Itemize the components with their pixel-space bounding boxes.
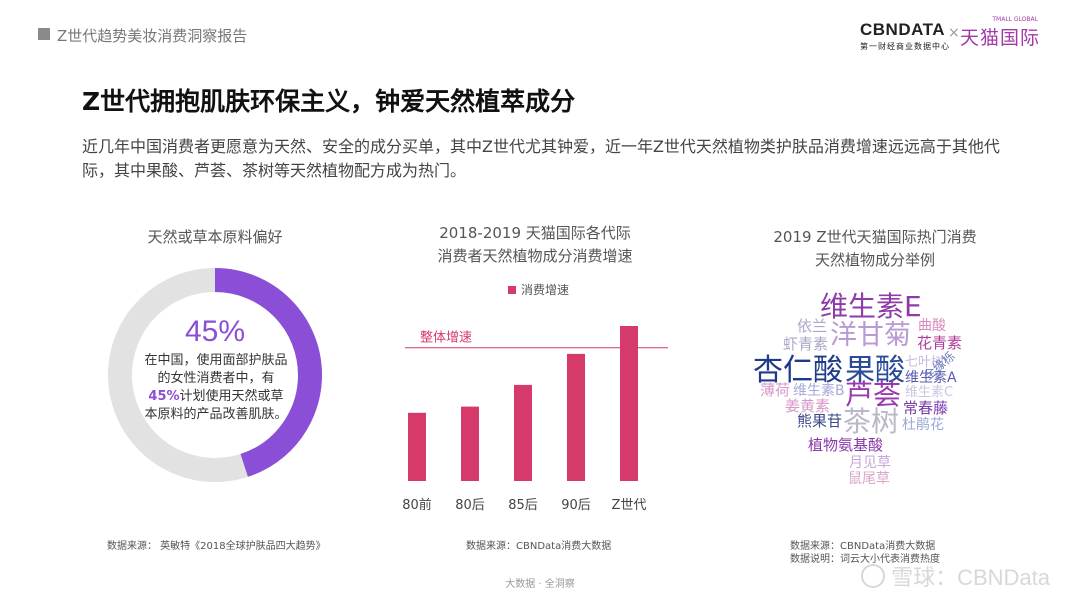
panel2-title: 2018-2019 天猫国际各代际 消费者天然植物成分消费增速 <box>390 222 680 268</box>
panel3-title-line1: 2019 Z世代天猫国际热门消费 <box>773 228 977 246</box>
snowball-icon <box>861 564 886 588</box>
reference-line-label: 整体增速 <box>420 331 472 346</box>
panel2-title-line1: 2018-2019 天猫国际各代际 <box>439 224 631 242</box>
x-tick-label: Z世代 <box>612 498 647 513</box>
word-cloud-word: 常春藤 <box>903 399 949 417</box>
panel2-source: 数据来源：CBNData消费大数据 <box>466 541 612 552</box>
panel2-title-line2: 消费者天然植物成分消费增速 <box>437 247 633 265</box>
word-cloud-word: 维生素E <box>820 290 922 323</box>
x-tick-label: 80前 <box>402 497 432 513</box>
word-cloud-word: 曲酸 <box>918 318 946 334</box>
intro-paragraph: 近几年中国消费者更愿意为天然、安全的成分买单，其中Z世代尤其钟爱，近一年Z世代天… <box>82 137 1000 180</box>
word-cloud-word: 依兰 <box>797 317 828 335</box>
panel1-title: 天然或草本原料偏好 <box>147 228 283 246</box>
bar <box>461 406 479 481</box>
word-cloud-word: 维生素B <box>793 383 845 399</box>
donut-percentage: 45% <box>184 315 246 348</box>
word-cloud-word: 姜黄素 <box>785 397 831 415</box>
cbndata-logo: CBNDATA <box>860 20 946 39</box>
word-cloud-word: 茶树 <box>843 405 900 438</box>
bar <box>620 326 638 481</box>
donut-arc-natural <box>108 268 322 482</box>
panel3-source-line1: 数据来源：CBNData消费大数据 <box>790 541 936 552</box>
header-marker <box>38 28 50 40</box>
word-cloud-word: 七叶树 <box>905 355 945 370</box>
donut-description-highlight: 45% <box>148 389 180 404</box>
watermark: 雪球：CBNData <box>861 560 1050 592</box>
panel3-source-line2: 数据说明：词云大小代表消费热度 <box>790 554 940 565</box>
bar <box>408 412 426 481</box>
legend-label: 消费增速 <box>521 283 569 297</box>
donut-description-c: 计划使用天然或草本原料的产品改善肌肤。 <box>144 389 288 422</box>
word-cloud-word: 维生素C <box>905 385 954 400</box>
donut-description-a: 在中国，使用面部护肤品的女性消费者中，有 <box>144 353 288 386</box>
growth-bar-chart: 消费增速 80前 80后 85后 90后 Z世代 整体增速 <box>402 283 668 513</box>
word-cloud-word: 杏仁酸 <box>753 353 843 388</box>
bar <box>514 384 532 481</box>
word-cloud-word: 杜鹃花 <box>902 417 944 433</box>
page-title: Z世代拥抱肌肤环保主义，钟爱天然植萃成分 <box>82 87 576 116</box>
word-cloud-word: 植物氨基酸 <box>808 436 884 454</box>
tmall-global-logo-en: TMALL GLOBAL <box>992 16 1038 23</box>
x-tick-label: 80后 <box>455 498 485 513</box>
word-cloud-word: 芦荟 <box>845 378 902 411</box>
word-cloud-word: 维生素A <box>905 370 957 386</box>
cbndata-logo-subtitle: 第一财经商业数据中心 <box>860 42 950 51</box>
x-tick-label: 90后 <box>561 498 591 513</box>
tmall-global-logo: 天猫国际 <box>960 27 1041 49</box>
panel3-source: 数据来源：CBNData消费大数据 数据说明：词云大小代表消费热度 <box>790 540 940 566</box>
legend-swatch <box>508 286 516 294</box>
word-cloud-word: 月见草 <box>849 455 891 471</box>
report-title: Z世代趋势美妆消费洞察报告 <box>57 27 248 45</box>
panel3-title: 2019 Z世代天猫国际热门消费 天然植物成分举例 <box>745 226 1005 272</box>
word-cloud-word: 虾青素 <box>783 335 829 353</box>
ingredient-word-cloud: 维生素E 依兰 洋甘菊 曲酸 虾青素 花青素 杏仁酸 果酸 七叶树 全缘栎 维生素A 薄荷 维生素B 芦荟… <box>745 285 1005 500</box>
footer-tagline: 大数据 · 全洞察 <box>505 579 575 590</box>
word-cloud-word: 花青素 <box>917 334 963 352</box>
panel3-title-line2: 天然植物成分举例 <box>814 251 935 269</box>
panel1-source: 数据来源： 英敏特《2018全球护肤品四大趋势》 <box>107 541 326 552</box>
word-cloud-word: 果酸 <box>845 353 905 388</box>
preference-donut-chart <box>108 268 322 482</box>
bar <box>567 353 585 481</box>
word-cloud-word: 熊果苷 <box>797 412 843 430</box>
word-cloud-word: 洋甘菊 <box>830 320 911 351</box>
brand-logos: CBNDATA 第一财经商业数据中心 × 天猫国际 TMALL GLOBAL <box>860 16 1041 51</box>
watermark-text: 雪球：CBNData <box>891 565 1050 590</box>
logo-separator: × <box>948 25 960 41</box>
x-tick-label: 85后 <box>508 498 538 513</box>
donut-description: 在中国，使用面部护肤品的女性消费者中，有 45%计划使用天然或草本原料的产品改善肌… <box>142 352 290 424</box>
word-cloud-word: 薄荷 <box>760 381 791 399</box>
word-cloud-word: 鼠尾草 <box>848 471 890 487</box>
